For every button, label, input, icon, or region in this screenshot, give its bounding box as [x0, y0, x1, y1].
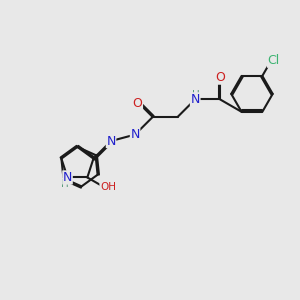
- Text: N: N: [130, 128, 140, 141]
- Text: O: O: [133, 97, 142, 110]
- Text: H: H: [61, 179, 69, 189]
- Text: Cl: Cl: [267, 54, 280, 67]
- Text: N: N: [63, 171, 72, 184]
- Text: O: O: [215, 71, 225, 84]
- Text: N: N: [106, 134, 116, 148]
- Text: N: N: [190, 93, 200, 106]
- Text: H: H: [192, 90, 200, 100]
- Text: OH: OH: [100, 182, 116, 192]
